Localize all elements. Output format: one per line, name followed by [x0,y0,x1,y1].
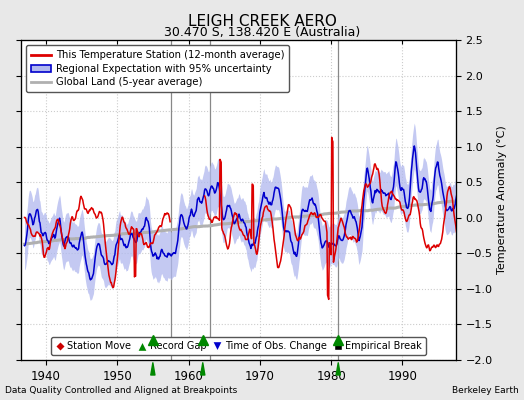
Legend: Station Move, Record Gap, Time of Obs. Change, Empirical Break: Station Move, Record Gap, Time of Obs. C… [51,337,426,355]
Text: Berkeley Earth: Berkeley Earth [452,386,519,395]
Text: LEIGH CREEK AERO: LEIGH CREEK AERO [188,14,336,29]
Text: 30.470 S, 138.420 E (Australia): 30.470 S, 138.420 E (Australia) [164,26,360,39]
Y-axis label: Temperature Anomaly (°C): Temperature Anomaly (°C) [497,126,507,274]
Text: Data Quality Controlled and Aligned at Breakpoints: Data Quality Controlled and Aligned at B… [5,386,237,395]
